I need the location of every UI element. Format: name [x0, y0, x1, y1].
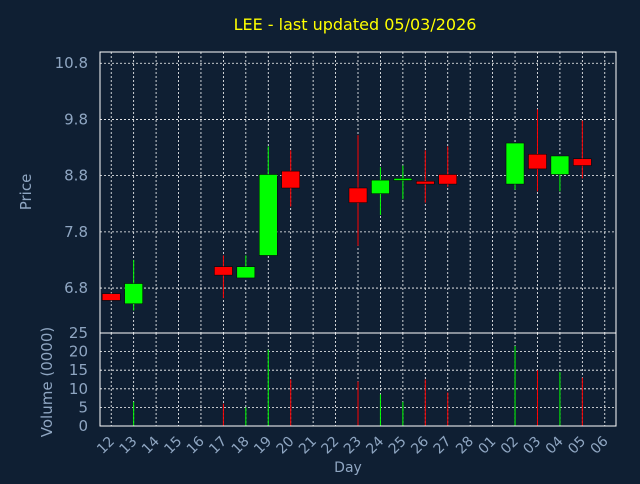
- price-tick-label: 7.8: [64, 223, 88, 241]
- volume-tick-label: 15: [69, 361, 88, 379]
- candles: [101, 109, 592, 311]
- day-tick-labels: 1213141516171819202122232425262728010203…: [94, 433, 612, 457]
- candle-body: [393, 178, 413, 181]
- volume-tick-label: 0: [78, 417, 88, 435]
- price-tick-label: 6.8: [64, 279, 88, 297]
- candle-body: [259, 174, 278, 256]
- volume-tick-label: 25: [69, 324, 88, 342]
- volume-panel-frame: [99, 332, 617, 427]
- volume-bars: [133, 346, 583, 426]
- candle-body: [550, 155, 570, 175]
- price-tick-labels: 6.8 7.8 8.8 9.8 10.8: [55, 54, 88, 297]
- volume-tick-label: 20: [69, 343, 88, 361]
- candle-body: [236, 266, 256, 279]
- x-axis-label: Day: [334, 460, 362, 476]
- volume-tick-label: 10: [69, 380, 88, 398]
- candle-body: [416, 181, 435, 185]
- candle-body: [438, 174, 457, 185]
- candle-body: [505, 142, 525, 185]
- candle-body: [214, 266, 233, 276]
- candle-body: [348, 187, 368, 203]
- volume-tick-label: 5: [78, 398, 88, 416]
- price-tick-label: 10.8: [55, 54, 88, 72]
- candle-body: [573, 158, 592, 166]
- candle-body: [101, 293, 121, 301]
- price-axis-label: Price: [17, 174, 35, 211]
- volume-axis-label: Volume (0000): [38, 327, 56, 437]
- price-tick-label: 8.8: [64, 167, 88, 185]
- candle-body: [124, 283, 143, 305]
- candle-body: [371, 179, 390, 194]
- candle-body: [528, 154, 547, 170]
- chart-title: LEE - last updated 05/03/2026: [234, 15, 477, 34]
- candle-body: [281, 170, 300, 189]
- price-tick-label: 9.8: [64, 110, 88, 128]
